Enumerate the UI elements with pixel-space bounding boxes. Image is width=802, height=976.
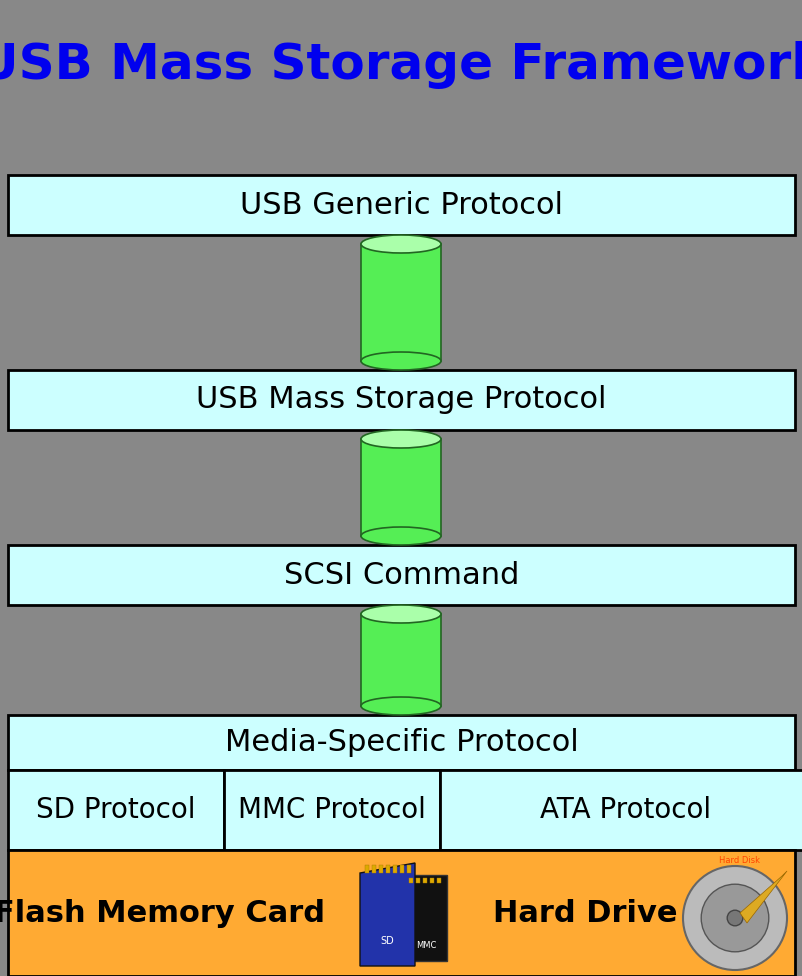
Ellipse shape [361, 697, 440, 715]
Text: ATA Protocol: ATA Protocol [539, 796, 711, 824]
Text: USB Mass Storage Framework: USB Mass Storage Framework [0, 41, 802, 89]
Bar [224, 770, 439, 850]
Bar [8, 770, 224, 850]
Text: SCSI Command: SCSI Command [283, 560, 519, 590]
Bar [365, 865, 369, 873]
Text: USB Generic Protocol: USB Generic Protocol [240, 190, 562, 220]
Text: Hard Drive: Hard Drive [492, 899, 676, 927]
Bar [8, 850, 794, 976]
Ellipse shape [361, 235, 440, 253]
Bar [436, 878, 440, 883]
Bar [423, 878, 427, 883]
Bar [371, 865, 375, 873]
Bar [361, 244, 440, 361]
Ellipse shape [361, 430, 440, 448]
Text: Flash Memory Card: Flash Memory Card [0, 899, 325, 927]
Bar [404, 875, 447, 961]
Bar [407, 865, 411, 873]
Bar [386, 865, 390, 873]
Ellipse shape [361, 352, 440, 370]
Bar [399, 865, 403, 873]
Bar [392, 865, 396, 873]
Text: MMC Protocol: MMC Protocol [237, 796, 425, 824]
Ellipse shape [361, 605, 440, 623]
Text: SD Protocol: SD Protocol [36, 796, 196, 824]
Bar [8, 370, 794, 430]
Bar [361, 614, 440, 706]
Bar [8, 715, 794, 770]
Text: USB Mass Storage Protocol: USB Mass Storage Protocol [196, 386, 606, 415]
Text: SD: SD [380, 936, 394, 946]
Text: MMC: MMC [415, 942, 435, 951]
Circle shape [727, 911, 742, 926]
Bar [429, 878, 433, 883]
Polygon shape [739, 871, 786, 923]
Text: Media-Specific Protocol: Media-Specific Protocol [225, 728, 577, 757]
Bar [8, 545, 794, 605]
Ellipse shape [361, 527, 440, 545]
Circle shape [683, 866, 786, 970]
Polygon shape [359, 863, 415, 966]
Bar [439, 770, 802, 850]
Bar [361, 439, 440, 536]
Bar [379, 865, 383, 873]
Bar [408, 878, 412, 883]
Bar [415, 878, 419, 883]
Circle shape [700, 884, 768, 952]
Text: Hard Disk: Hard Disk [719, 856, 759, 865]
Bar [8, 175, 794, 235]
